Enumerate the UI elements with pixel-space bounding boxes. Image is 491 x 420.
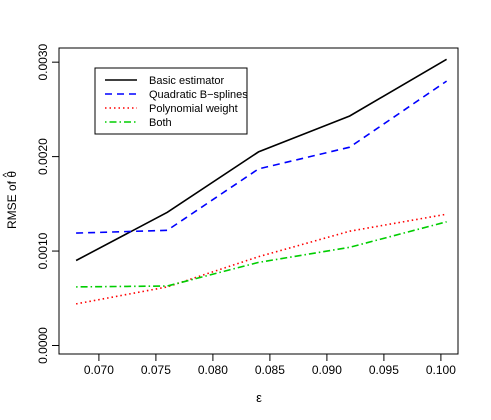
x-tick-label: 0.080 xyxy=(198,363,228,377)
y-axis-label-text: RMSE of xyxy=(5,178,19,229)
x-axis: 0.070 0.075 0.080 0.085 0.090 0.095 0.100 xyxy=(84,353,456,377)
legend-label: Basic estimator xyxy=(149,75,225,87)
legend-box xyxy=(94,67,248,135)
y-axis: 0.0000 0.0010 0.0020 0.0030 xyxy=(36,43,60,364)
y-tick-label: 0.0030 xyxy=(36,43,50,80)
x-axis-label: ε xyxy=(256,390,262,405)
y-axis-label: RMSE of θ ^ xyxy=(2,171,19,229)
y-tick-label: 0.0010 xyxy=(36,232,50,269)
x-tick-label: 0.070 xyxy=(84,363,114,377)
svg-text:RMSE of θ: RMSE of θ xyxy=(5,171,19,229)
series-line xyxy=(76,80,448,234)
series-layer xyxy=(75,58,448,305)
legend-label: Quadratic B−splines xyxy=(149,89,248,101)
y-axis-label-hat: ^ xyxy=(2,172,13,177)
x-tick-label: 0.100 xyxy=(426,363,456,377)
y-tick-label: 0.0020 xyxy=(36,138,50,175)
series-line xyxy=(75,213,447,305)
x-tick-label: 0.095 xyxy=(369,363,399,377)
y-axis-label-symbol: θ xyxy=(5,171,19,178)
series-line xyxy=(76,221,447,288)
x-tick-label: 0.075 xyxy=(141,363,171,377)
legend-label: Both xyxy=(149,117,172,129)
x-tick-label: 0.085 xyxy=(255,363,285,377)
legend: Basic estimator Quadratic B−splines Polyno… xyxy=(94,67,248,135)
legend-label: Polynomial weight xyxy=(149,103,238,115)
y-tick-label: 0.0000 xyxy=(36,327,50,364)
series-line xyxy=(75,58,448,262)
x-tick-label: 0.090 xyxy=(312,363,342,377)
